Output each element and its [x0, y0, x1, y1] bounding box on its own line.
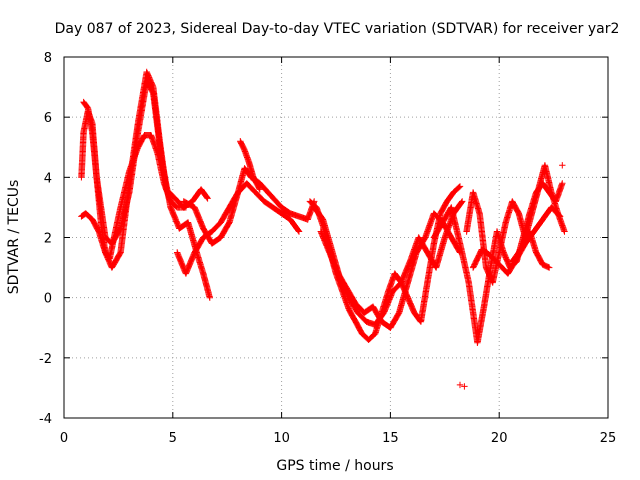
y-tick-label: 6	[44, 111, 52, 126]
x-tick-label: 20	[491, 431, 508, 446]
x-tick-label: 10	[273, 431, 290, 446]
x-tick-label: 0	[60, 431, 68, 446]
y-tick-label: 0	[44, 292, 52, 307]
series-outliers	[456, 162, 566, 390]
series-track-c	[80, 77, 213, 301]
x-tick-label: 15	[382, 431, 399, 446]
x-tick-label: 5	[169, 431, 177, 446]
point-markers	[317, 210, 464, 331]
point-markers	[456, 162, 566, 390]
axis-ticks	[63, 56, 609, 419]
series-track-i	[317, 210, 464, 331]
y-tick-label: -4	[39, 412, 52, 427]
series-track-k	[463, 162, 568, 286]
data-points	[78, 68, 568, 390]
point-markers	[80, 77, 213, 301]
y-tick-label: -2	[39, 352, 52, 367]
point-markers	[463, 162, 568, 286]
grid-lines	[64, 57, 608, 418]
tick-labels: 0 5 10 15 20 25 -4 -2 0 2 4 6 8	[39, 51, 616, 446]
x-tick-label: 25	[600, 431, 617, 446]
series-track-m	[509, 228, 553, 271]
point-markers	[180, 165, 318, 247]
y-tick-label: 8	[44, 51, 52, 66]
series-track-f	[237, 138, 263, 193]
y-tick-label: 4	[44, 171, 52, 186]
chart-title: Day 087 of 2023, Sidereal Day-to-day VTE…	[55, 21, 620, 37]
x-axis-label: GPS time / hours	[276, 458, 393, 474]
point-markers	[509, 228, 553, 271]
y-tick-label: 2	[44, 232, 52, 247]
point-markers	[237, 138, 263, 193]
y-axis-label: SDTVAR / TECUs	[6, 180, 22, 295]
series-track-e	[180, 165, 318, 247]
